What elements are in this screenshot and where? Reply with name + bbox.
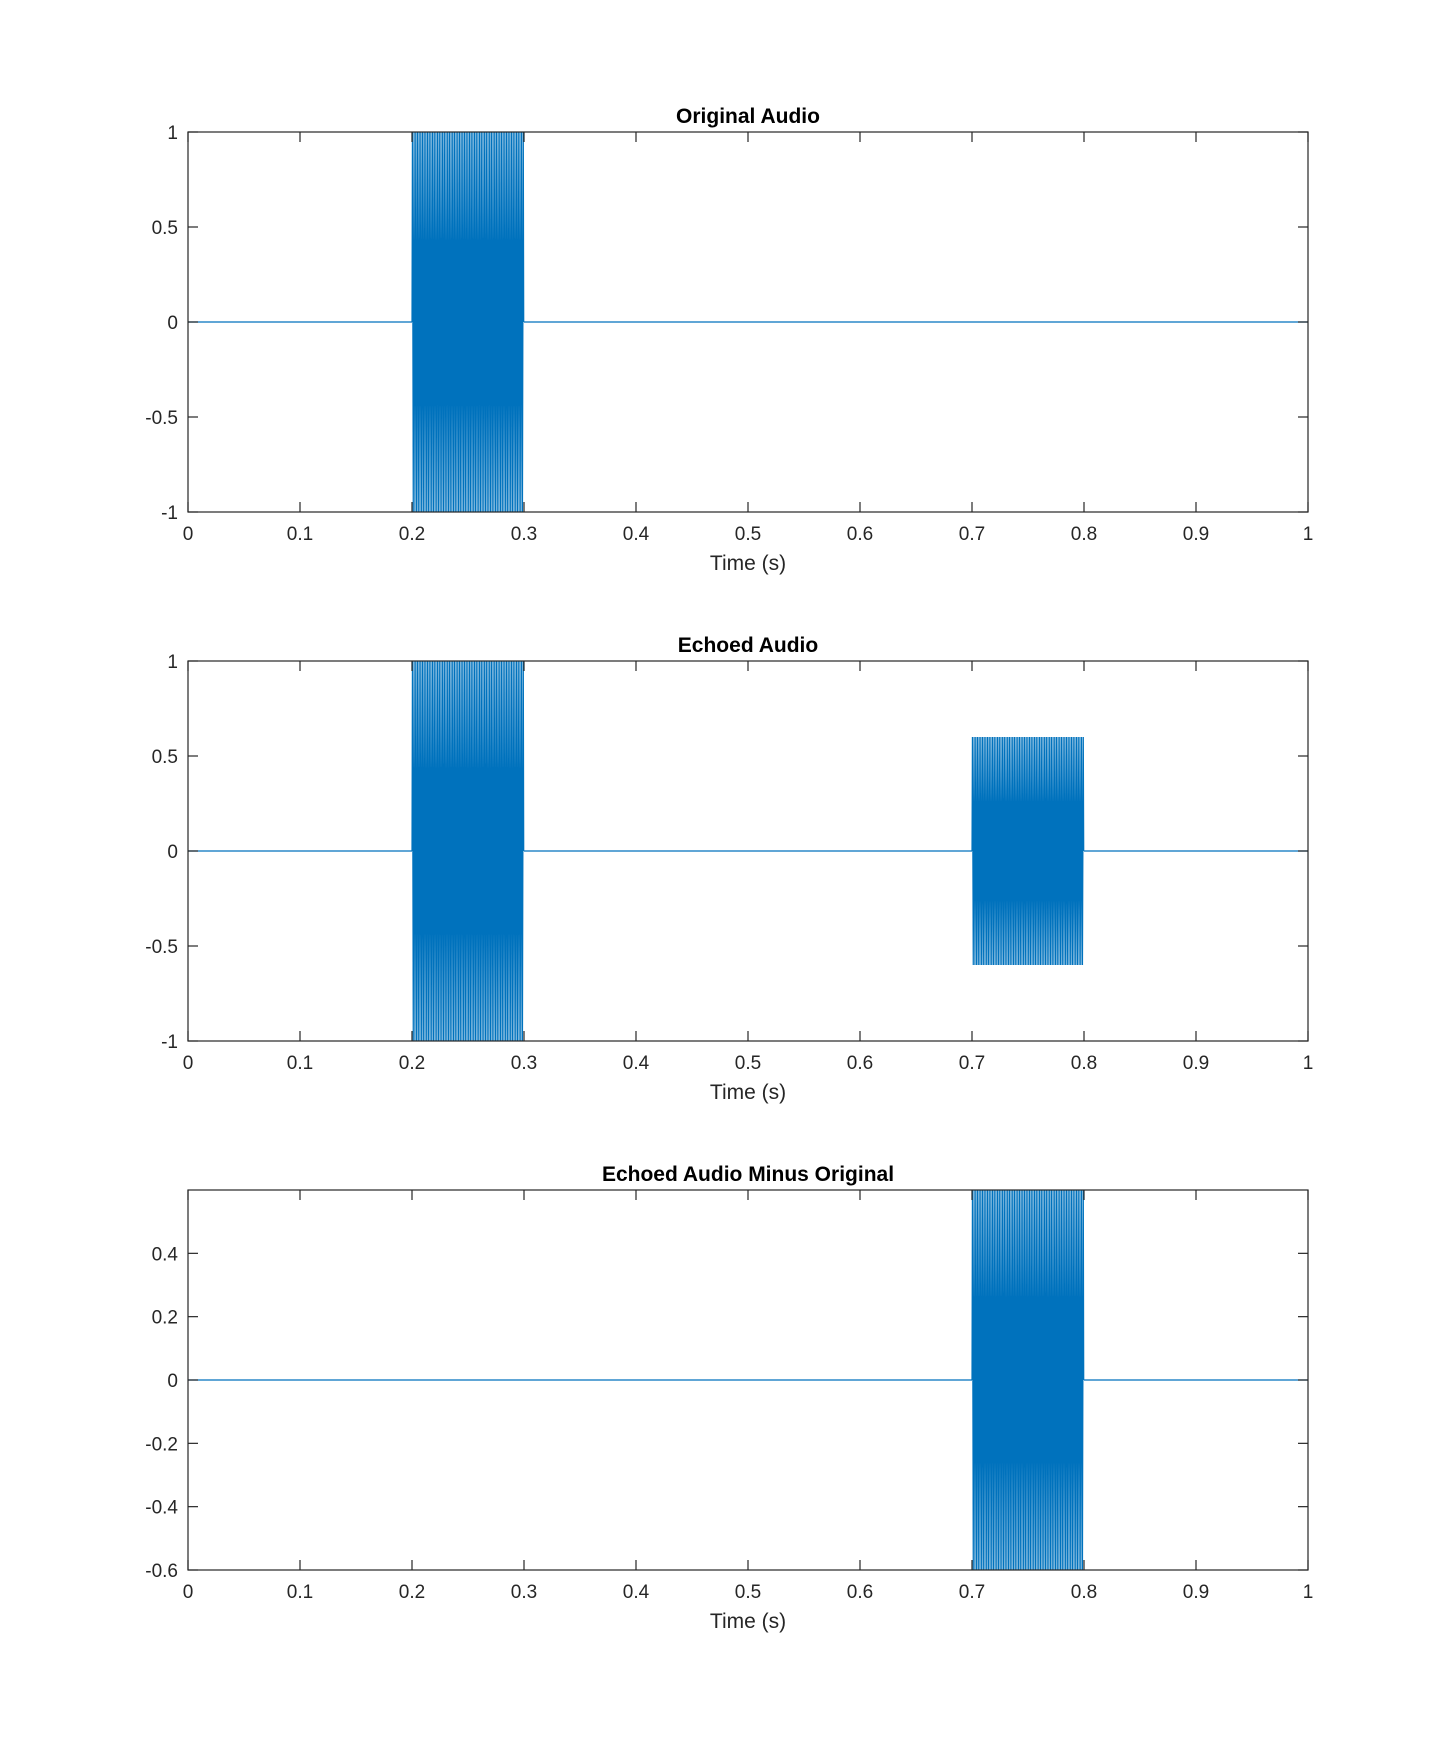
x-tick-label: 0.1: [287, 524, 313, 545]
subplot-2: 0 0.1 0.2 0.3 0.4 0.5 0.6 0.7 0.8 0.9 1 -1 -0.5 0 0.5 1…: [145, 634, 1313, 1104]
y-tick-label: 0.5: [152, 747, 178, 768]
x-tick-label: 0.4: [623, 524, 650, 545]
x-tick-label: 0.7: [959, 1582, 985, 1603]
y-tick-label: -1: [161, 503, 178, 524]
y-tick-label: 1: [167, 652, 178, 673]
x-tick-label: 0: [183, 1053, 194, 1074]
x-tick-label: 0.6: [847, 1582, 873, 1603]
x-tick-label: 0.2: [399, 1582, 425, 1603]
y-tick-label: 0: [167, 1371, 178, 1392]
x-tick-label: 0.8: [1071, 524, 1097, 545]
x-axis-label: Time (s): [710, 552, 786, 575]
x-tick-label: 0: [183, 1582, 194, 1603]
subplot-1: 0 0.1 0.2 0.3 0.4 0.5 0.6 0.7 0.8 0.9 1 -1 -0.5 0 0.5 1…: [145, 105, 1313, 575]
x-tick-label: 0.1: [287, 1582, 313, 1603]
chart-title: Echoed Audio: [678, 634, 818, 657]
x-tick-label: 0.4: [623, 1053, 650, 1074]
x-axis-label: Time (s): [710, 1610, 786, 1633]
x-tick-label: 0.5: [735, 1053, 761, 1074]
x-tick-label: 0.8: [1071, 1053, 1097, 1074]
x-tick-label: 0.3: [511, 524, 537, 545]
subplot-3: 0 0.1 0.2 0.3 0.4 0.5 0.6 0.7 0.8 0.9 1 -0.6 -0.4 -0.…: [145, 1163, 1313, 1633]
x-tick-label: 0.2: [399, 524, 425, 545]
x-tick-label: 0.3: [511, 1053, 537, 1074]
chart-title: Echoed Audio Minus Original: [602, 1163, 894, 1186]
y-tick-label: -0.4: [145, 1498, 178, 1519]
y-tick-label: 0: [167, 842, 178, 863]
x-tick-label: 1: [1303, 524, 1314, 545]
x-tick-label: 0.1: [287, 1053, 313, 1074]
x-tick-label: 1: [1303, 1582, 1314, 1603]
y-tick-label: 0: [167, 313, 178, 334]
y-tick-label: 0.5: [152, 218, 178, 239]
x-tick-label: 0.5: [735, 524, 761, 545]
x-tick-label: 0.6: [847, 524, 873, 545]
x-axis-label: Time (s): [710, 1081, 786, 1104]
x-tick-label: 1: [1303, 1053, 1314, 1074]
x-tick-label: 0.9: [1183, 524, 1209, 545]
x-tick-label: 0.2: [399, 1053, 425, 1074]
x-tick-label: 0.6: [847, 1053, 873, 1074]
x-tick-label: 0.9: [1183, 1053, 1209, 1074]
y-tick-label: 1: [167, 123, 178, 144]
x-tick-label: 0: [183, 524, 194, 545]
x-tick-label: 0.4: [623, 1582, 650, 1603]
x-tick-label: 0.7: [959, 1053, 985, 1074]
y-tick-label: 0.4: [152, 1244, 179, 1265]
y-tick-label: -0.5: [145, 408, 178, 429]
x-tick-label: 0.8: [1071, 1582, 1097, 1603]
chart-title: Original Audio: [676, 105, 820, 128]
y-tick-label: -0.6: [145, 1561, 178, 1582]
x-tick-label: 0.9: [1183, 1582, 1209, 1603]
y-tick-label: -0.2: [145, 1434, 178, 1455]
y-tick-label: -0.5: [145, 937, 178, 958]
x-tick-label: 0.5: [735, 1582, 761, 1603]
y-tick-label: -1: [161, 1032, 178, 1053]
x-tick-label: 0.7: [959, 524, 985, 545]
y-tick-label: 0.2: [152, 1308, 178, 1329]
x-tick-label: 0.3: [511, 1582, 537, 1603]
